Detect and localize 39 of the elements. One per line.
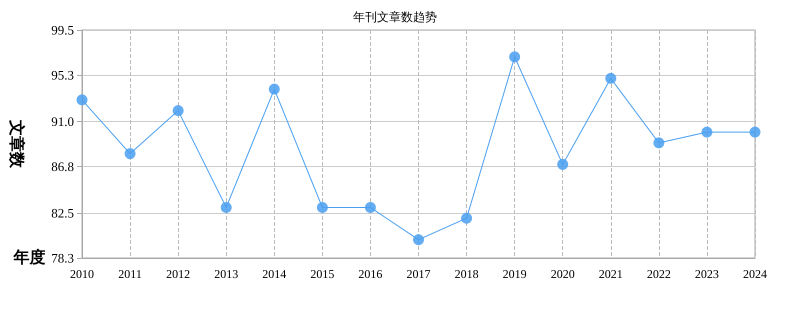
x-tick-label: 2012 — [166, 267, 190, 281]
point — [653, 137, 664, 148]
y-axis-title: 文章数 — [8, 119, 26, 169]
y-tick-label: 91.0 — [51, 114, 74, 129]
x-tick-label: 2010 — [70, 267, 94, 281]
x-tick-label: 2021 — [598, 267, 623, 281]
point — [605, 72, 616, 84]
point — [750, 126, 760, 138]
x-tick-label: 2018 — [454, 267, 479, 281]
point — [124, 148, 136, 160]
point — [557, 158, 568, 170]
x-tick-label: 2022 — [646, 267, 671, 281]
x-tick-label: 2011 — [118, 267, 142, 281]
point — [76, 94, 88, 106]
x-tick-label: 2023 — [694, 267, 719, 281]
point — [268, 84, 280, 95]
y-tick-label: 95.3 — [51, 68, 74, 83]
x-tick-label: 2024 — [743, 267, 767, 281]
x-tick-label: 2020 — [550, 267, 575, 281]
y-tick-label: 99.5 — [51, 22, 74, 38]
y-tick-label: 86.8 — [51, 159, 74, 174]
y-tick-label: 78.3 — [51, 250, 74, 266]
chart-title: 年刊文章数趋势 — [353, 10, 437, 24]
point — [172, 105, 184, 116]
x-tick-label: 2019 — [502, 267, 527, 281]
x-tick-label: 2013 — [214, 267, 238, 281]
point — [316, 202, 328, 213]
x-tick-label: 2016 — [358, 267, 382, 281]
y-tick-label: 82.5 — [51, 205, 74, 220]
x-tick-label: 2015 — [310, 267, 334, 281]
point — [701, 126, 712, 138]
point — [364, 202, 376, 213]
point — [220, 202, 232, 213]
x-axis-title: 年度 — [12, 248, 46, 266]
point — [461, 212, 472, 224]
point — [413, 234, 424, 246]
x-tick-label: 2017 — [406, 267, 430, 281]
x-tick-label: 2014 — [262, 267, 286, 281]
point — [509, 51, 520, 62]
